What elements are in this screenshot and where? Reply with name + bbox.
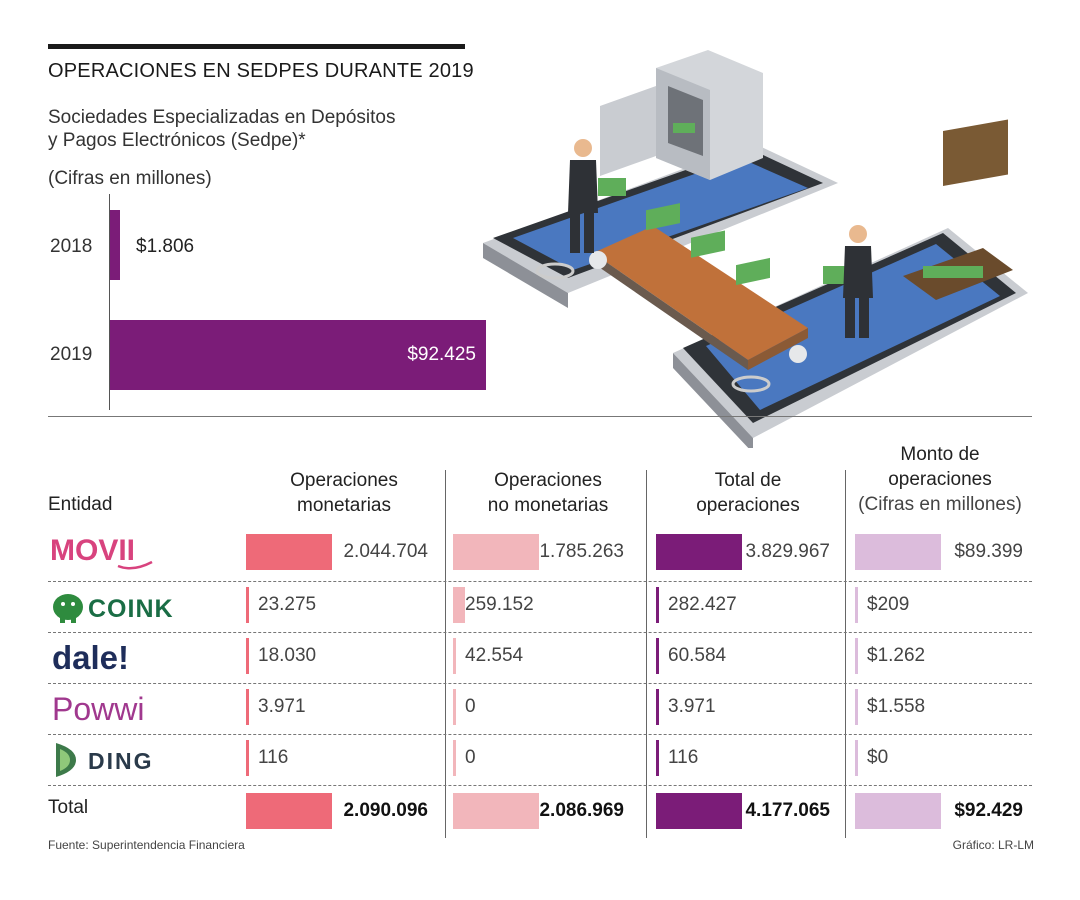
dale-logo: dale! <box>52 639 129 676</box>
value-total: 116 <box>668 747 699 768</box>
col-header-total: Total de operaciones <box>696 470 800 516</box>
svg-text:MOVII: MOVII <box>50 534 135 567</box>
briefcase-icon <box>903 119 1013 300</box>
row-separator <box>48 785 1032 786</box>
value-no-monetarias: 259.152 <box>465 594 534 615</box>
bar-total <box>656 534 742 570</box>
bar-total <box>656 638 659 674</box>
bar-no-monetarias <box>453 638 456 674</box>
bar-monto <box>855 534 941 570</box>
source-note: Fuente: Superintendencia Financiera <box>48 838 245 852</box>
value-monetarias: 116 <box>258 747 289 768</box>
bar-value-2018: $1.806 <box>136 236 195 257</box>
bar-monetarias <box>246 740 249 776</box>
chart-title: OPERACIONES EN SEDPES DURANTE 2019 <box>48 60 474 82</box>
value-total: 3.971 <box>668 696 716 717</box>
svg-text:dale!: dale! <box>52 639 129 676</box>
value-total: 282.427 <box>668 594 737 615</box>
total-no-monetarias: 2.086.969 <box>539 800 624 821</box>
year-label-2019: 2019 <box>50 344 93 365</box>
credit-note: Gráfico: LR-LM <box>952 838 1034 852</box>
bar-value-2019: $92.425 <box>407 344 476 365</box>
bar-2019 <box>110 320 486 390</box>
movii-logo: MOVII <box>50 534 153 570</box>
entidad-header: Entidad <box>48 494 113 515</box>
bar-monetarias <box>246 689 249 725</box>
bar-no-monetarias <box>453 740 456 776</box>
value-monto: $89.399 <box>954 541 1023 562</box>
units-label: (Cifras en millones) <box>48 168 212 189</box>
row-separator <box>48 683 1032 684</box>
total-row-label: Total <box>48 797 89 818</box>
value-monto: $1.262 <box>867 645 926 666</box>
row-separator <box>48 581 1032 582</box>
vault-icon <box>600 50 763 180</box>
fintech-illustration <box>483 50 1028 448</box>
bar-no-monetarias <box>453 534 539 570</box>
value-monetarias: 2.044.704 <box>343 541 428 562</box>
bar-2018 <box>110 210 120 280</box>
bar-axis <box>109 194 110 410</box>
bar-no-monetarias <box>453 689 456 725</box>
value-total: 60.584 <box>668 645 727 666</box>
coink-logo: COINK <box>53 594 174 623</box>
businessman-icon <box>568 139 598 253</box>
ding-leaf-icon <box>56 743 76 777</box>
col-header-no-monetarias: Operaciones no monetarias <box>487 470 609 516</box>
value-monto: $1.558 <box>867 696 926 717</box>
bar-total <box>656 740 659 776</box>
subtitle-line-1: Sociedades Especializadas en Depósitos <box>48 107 396 128</box>
value-monto: $0 <box>867 747 889 768</box>
column-separator <box>646 470 647 838</box>
row-separator <box>48 734 1032 735</box>
bar-monto <box>855 587 858 623</box>
powwi-logo: Powwi <box>52 691 144 727</box>
ding-logo: DING <box>56 743 154 777</box>
bar-total-monetarias <box>246 793 332 829</box>
value-no-monetarias: 0 <box>465 696 476 717</box>
col-header-monetarias: Operaciones monetarias <box>290 470 398 516</box>
subtitle-line-2: y Pagos Electrónicos (Sedpe)* <box>48 130 306 151</box>
year-label-2018: 2018 <box>50 236 93 257</box>
value-no-monetarias: 0 <box>465 747 476 768</box>
bar-monto <box>855 689 858 725</box>
total-monetarias: 2.090.096 <box>343 800 428 821</box>
total-operaciones: 4.177.065 <box>745 800 830 821</box>
value-total: 3.829.967 <box>745 541 830 562</box>
piggy-bank-icon <box>53 594 83 623</box>
svg-text:COINK: COINK <box>88 595 174 623</box>
bar-total-no-monetarias <box>453 793 539 829</box>
value-monetarias: 18.030 <box>258 645 317 666</box>
value-monetarias: 23.275 <box>258 594 317 615</box>
bar-total-monto <box>855 793 941 829</box>
bar-total <box>656 689 659 725</box>
bar-monetarias <box>246 638 249 674</box>
column-separator <box>845 470 846 838</box>
bar-monetarias <box>246 534 332 570</box>
top-rule <box>48 44 465 49</box>
row-separator <box>48 632 1032 633</box>
chart-subtitle: Sociedades Especializadas en Depósitos y… <box>48 106 396 152</box>
total-monto: $92.429 <box>954 800 1023 821</box>
bar-total-operaciones <box>656 793 742 829</box>
value-monetarias: 3.971 <box>258 696 306 717</box>
svg-text:DING: DING <box>88 748 154 774</box>
bar-total <box>656 587 659 623</box>
section-divider <box>48 416 1032 417</box>
bar-no-monetarias <box>453 587 466 623</box>
value-no-monetarias: 1.785.263 <box>539 541 624 562</box>
bar-monetarias <box>246 587 249 623</box>
bar-monto <box>855 740 858 776</box>
bar-monto <box>855 638 858 674</box>
value-no-monetarias: 42.554 <box>465 645 524 666</box>
conveyor-belt-icon <box>589 226 808 370</box>
svg-text:Powwi: Powwi <box>52 691 144 727</box>
column-separator <box>445 470 446 838</box>
businessman-icon <box>843 225 873 338</box>
col-header-monto: Monto de operaciones (Cifras en millones… <box>858 444 1022 515</box>
value-monto: $209 <box>867 594 910 615</box>
